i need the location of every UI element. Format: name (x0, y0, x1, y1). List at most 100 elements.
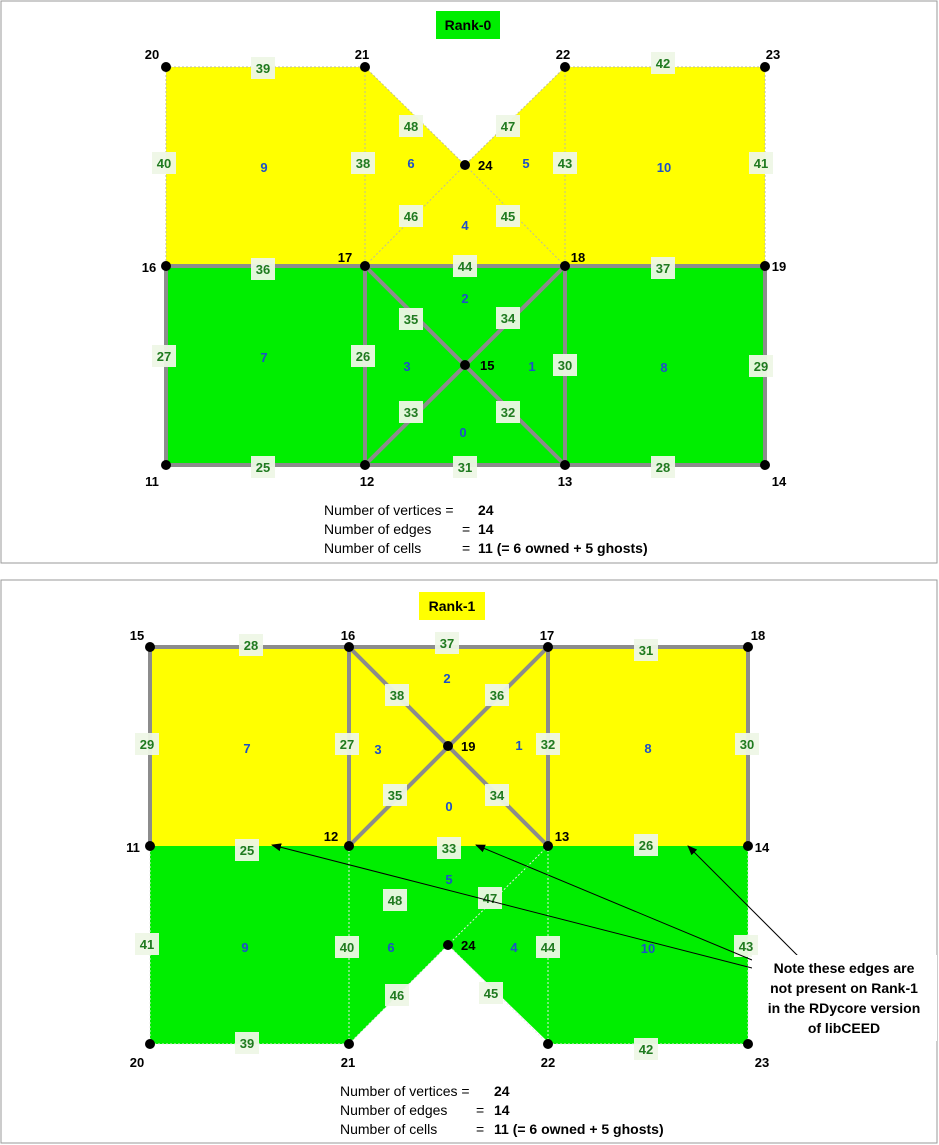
edge-label: 47 (483, 891, 497, 906)
vertex-label: 22 (556, 47, 570, 62)
cell-label: 0 (445, 799, 452, 814)
rank1-edges-value: 14 (494, 1102, 510, 1118)
edge-label: 37 (440, 636, 454, 651)
cell-label: 6 (407, 156, 414, 171)
rank1-title: Rank-1 (429, 598, 476, 614)
vertex-dot (743, 642, 753, 652)
edge-label: 31 (458, 460, 472, 475)
edge-label: 38 (356, 156, 370, 171)
vertex-dot (161, 62, 171, 72)
cell-label: 2 (461, 291, 468, 306)
vertex-dot (543, 841, 553, 851)
edge-label: 33 (442, 841, 456, 856)
rank0-title: Rank-0 (445, 17, 492, 33)
vertex-label: 22 (541, 1055, 555, 1070)
vertex-label: 11 (145, 474, 159, 489)
rank1-edges-eq: = (476, 1102, 484, 1118)
vertex-label: 18 (751, 628, 765, 643)
cell-label: 5 (445, 872, 452, 887)
vertex-label: 14 (755, 840, 770, 855)
vertex-label: 19 (772, 259, 786, 274)
vertex-label: 15 (130, 628, 144, 643)
vertex-label: 23 (755, 1055, 769, 1070)
vertex-label: 17 (540, 628, 554, 643)
cell-label: 10 (657, 160, 671, 175)
edge-label: 29 (140, 737, 154, 752)
cell-label: 0 (459, 425, 466, 440)
vertex-label: 12 (324, 829, 338, 844)
vertex-label: 19 (461, 739, 475, 754)
rank1-edges-label: Number of edges (340, 1102, 447, 1118)
vertex-label: 23 (766, 47, 780, 62)
rank0-vertices-label: Number of vertices = (324, 502, 454, 518)
vertex-label: 24 (478, 158, 493, 173)
cell-label: 4 (510, 940, 518, 955)
vertex-dot (161, 460, 171, 470)
cell-label: 10 (641, 941, 655, 956)
note-line-3: in the RDycore version (768, 1000, 921, 1016)
edge-label: 36 (490, 688, 504, 703)
edge-label: 30 (740, 737, 754, 752)
cell-label: 6 (387, 940, 394, 955)
vertex-dot (360, 261, 370, 271)
edge-label: 35 (388, 788, 402, 803)
vertex-dot (543, 642, 553, 652)
cell-label: 9 (241, 940, 248, 955)
vertex-label: 16 (142, 260, 156, 275)
cell-label: 5 (522, 156, 529, 171)
vertex-label: 14 (772, 474, 787, 489)
vertex-dot (760, 261, 770, 271)
vertex-label: 13 (555, 829, 569, 844)
vertex-dot (443, 741, 453, 751)
vertex-label: 13 (558, 474, 572, 489)
edge-label: 42 (639, 1042, 653, 1057)
edge-label: 46 (404, 209, 418, 224)
cell-label: 7 (243, 741, 250, 756)
edge-label: 36 (256, 262, 270, 277)
edge-label: 42 (656, 56, 670, 71)
rank1-cells-eq: = (476, 1121, 484, 1137)
vertex-dot (344, 1039, 354, 1049)
vertex-dot (743, 1039, 753, 1049)
edge-label: 44 (458, 259, 473, 274)
cell-label: 8 (644, 741, 651, 756)
vertex-dot (560, 62, 570, 72)
vertex-label: 12 (360, 474, 374, 489)
edge-label: 44 (541, 940, 556, 955)
edge-label: 27 (157, 349, 171, 364)
vertex-dot (460, 360, 470, 370)
edge-label: 33 (404, 405, 418, 420)
edge-label: 43 (558, 156, 572, 171)
vertex-dot (760, 62, 770, 72)
note-line-2: not present on Rank-1 (770, 980, 918, 996)
vertex-label: 15 (480, 358, 494, 373)
vertex-label: 18 (571, 250, 585, 265)
cell-label: 8 (660, 360, 667, 375)
rank0-edges-eq: = (462, 521, 470, 537)
vertex-dot (460, 160, 470, 170)
edge-label: 41 (754, 156, 768, 171)
cell-label: 4 (461, 218, 469, 233)
vertex-dot (145, 1039, 155, 1049)
cell-label: 3 (403, 359, 410, 374)
cell-label: 3 (374, 742, 381, 757)
vertex-dot (443, 940, 453, 950)
rank1-vertices-label: Number of vertices = (340, 1083, 470, 1099)
note-line-4: of libCEED (808, 1020, 880, 1036)
edge-label: 29 (754, 359, 768, 374)
edge-label: 26 (639, 838, 653, 853)
edge-label: 47 (501, 119, 515, 134)
rank1-vertices-value: 24 (494, 1083, 510, 1099)
edge-label: 32 (541, 737, 555, 752)
vertex-dot (743, 841, 753, 851)
edge-label: 37 (656, 261, 670, 276)
vertex-dot (360, 460, 370, 470)
vertex-dot (344, 841, 354, 851)
cell-label: 9 (260, 160, 267, 175)
rank0-cells-eq: = (462, 540, 470, 556)
edge-label: 30 (558, 358, 572, 373)
edge-label: 45 (484, 986, 498, 1001)
vertex-label: 20 (130, 1055, 144, 1070)
edge-label: 35 (404, 312, 418, 327)
